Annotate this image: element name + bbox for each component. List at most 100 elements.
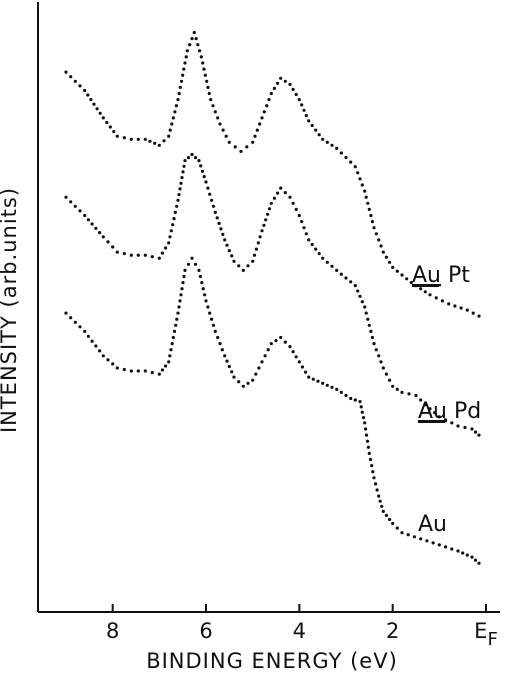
data-point	[175, 204, 179, 208]
data-point	[380, 504, 384, 508]
data-point	[143, 369, 147, 373]
data-point	[307, 375, 311, 379]
data-point	[241, 268, 245, 272]
data-point	[297, 213, 301, 218]
data-point	[211, 104, 215, 108]
data-point	[204, 180, 208, 184]
data-point	[246, 381, 250, 385]
data-point	[294, 92, 298, 97]
data-point	[302, 108, 306, 112]
series-au-pd: Au Pd	[64, 152, 481, 437]
data-point	[344, 155, 348, 160]
data-point	[477, 314, 481, 318]
data-point	[260, 229, 264, 233]
data-point	[232, 259, 236, 263]
data-point	[366, 201, 370, 205]
data-point	[211, 323, 216, 327]
data-point	[73, 204, 77, 208]
data-point	[254, 247, 258, 251]
data-point	[164, 246, 168, 250]
x-tick-label: 8	[106, 619, 119, 643]
data-point	[374, 232, 378, 236]
data-point	[283, 340, 287, 344]
data-point	[276, 81, 280, 85]
data-point	[266, 348, 270, 352]
data-point	[176, 311, 180, 315]
data-point	[185, 49, 189, 53]
data-point	[219, 227, 223, 231]
data-point	[379, 360, 383, 364]
data-point	[251, 259, 255, 263]
data-point	[199, 164, 203, 168]
data-point	[98, 111, 102, 115]
data-point	[204, 299, 208, 303]
data-point	[237, 264, 241, 268]
data-point	[321, 381, 325, 385]
data-point	[412, 535, 416, 539]
data-point	[400, 273, 404, 277]
data-point	[384, 372, 388, 376]
data-point	[367, 207, 371, 211]
data-point	[98, 349, 102, 353]
data-point	[153, 141, 157, 145]
data-point	[461, 551, 465, 555]
data-point	[188, 43, 192, 47]
data-point	[377, 494, 381, 498]
data-point	[335, 146, 339, 150]
data-point	[291, 87, 295, 91]
data-point	[173, 110, 177, 114]
data-point	[225, 243, 229, 247]
data-point	[176, 198, 180, 202]
data-point	[400, 390, 404, 394]
data-point	[356, 289, 360, 293]
data-point	[167, 360, 171, 364]
data-point	[304, 114, 308, 118]
data-point	[157, 143, 161, 147]
data-point	[419, 398, 423, 402]
data-point	[179, 79, 184, 83]
data-point	[353, 165, 357, 169]
data-point	[423, 403, 427, 407]
data-point	[291, 350, 295, 354]
data-point	[358, 294, 362, 298]
data-point	[372, 226, 376, 230]
data-point	[314, 247, 318, 251]
data-point	[168, 128, 172, 132]
data-point	[431, 541, 435, 545]
data-point	[388, 260, 392, 264]
series-au: Au	[64, 256, 481, 565]
data-point	[199, 55, 203, 59]
data-point	[361, 416, 366, 420]
x-tick-label: 2	[386, 619, 399, 643]
data-point	[473, 558, 478, 562]
data-point	[115, 250, 119, 254]
data-point	[105, 120, 109, 125]
data-point	[112, 130, 116, 134]
data-point	[246, 264, 250, 268]
data-point	[321, 256, 325, 260]
data-point	[225, 359, 229, 363]
x-tick-label: EF	[474, 619, 498, 650]
data-point	[288, 82, 292, 86]
data-point	[444, 418, 448, 422]
data-point	[210, 198, 214, 202]
data-point	[307, 119, 311, 123]
data-point	[206, 85, 210, 89]
data-point	[211, 204, 216, 208]
data-point	[260, 116, 264, 120]
data-point	[239, 149, 243, 153]
data-point	[406, 533, 410, 537]
series-label: Au Pt	[412, 263, 470, 288]
data-point	[215, 216, 219, 220]
data-point	[129, 369, 133, 373]
data-point	[316, 379, 320, 383]
data-point	[254, 372, 258, 376]
data-point	[184, 55, 188, 59]
data-point	[407, 392, 411, 396]
data-point	[353, 284, 357, 288]
data-point	[263, 354, 267, 358]
data-point	[368, 457, 373, 462]
data-point	[177, 91, 181, 96]
data-point	[378, 499, 382, 503]
data-point	[339, 390, 343, 394]
